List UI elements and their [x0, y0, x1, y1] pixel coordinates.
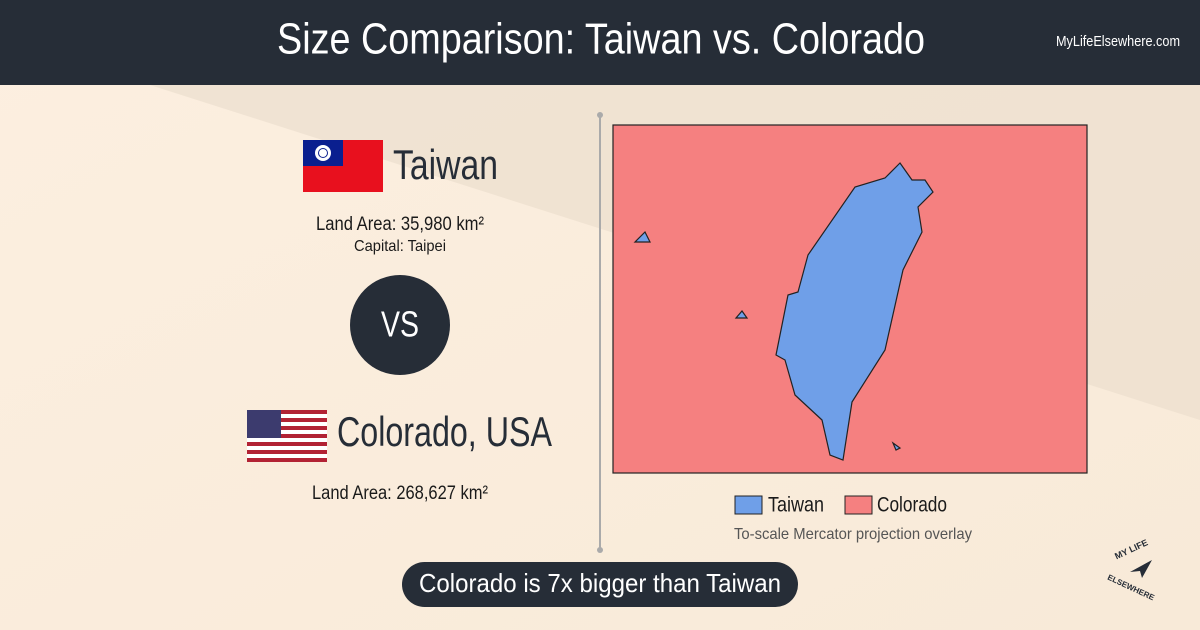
comparison-pill [402, 562, 798, 607]
map-caption: To-scale Mercator projection overlay [734, 526, 972, 543]
legend-label: Colorado [877, 494, 947, 517]
site-name: MyLifeElsewhere.com [1056, 33, 1180, 50]
header-bar [0, 0, 1200, 85]
land-area: Land Area: 35,980 km² [316, 214, 484, 235]
vs-text: VS [381, 304, 419, 345]
legend-label: Taiwan [768, 494, 824, 517]
logo-plane [1130, 560, 1152, 578]
legend-swatch [844, 495, 873, 515]
vs-badge [350, 275, 450, 375]
country-name: Colorado, USA [337, 408, 552, 455]
taiwan-shape [633, 162, 934, 461]
divider-cap [597, 547, 603, 553]
capital: Capital: Taipei [354, 238, 446, 255]
page-title: Size Comparison: Taiwan vs. Colorado [277, 15, 925, 64]
divider-cap [597, 112, 603, 118]
legend-swatch [734, 495, 763, 515]
land-area: Land Area: 268,627 km² [312, 483, 488, 504]
comparison-text: Colorado is 7x bigger than Taiwan [419, 568, 781, 598]
us-flag [247, 410, 327, 462]
country-name: Taiwan [393, 141, 498, 188]
taiwan-flag [303, 140, 383, 192]
